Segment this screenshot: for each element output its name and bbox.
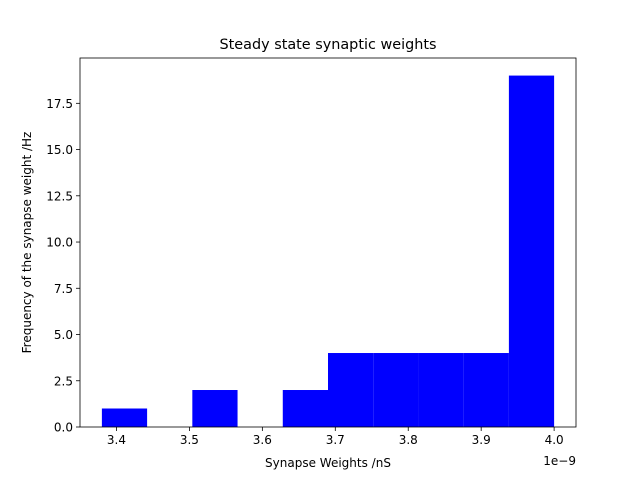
axes-frame xyxy=(79,57,577,428)
histogram-bar-6 xyxy=(328,353,374,427)
x-tick-label: 3.5 xyxy=(180,433,199,447)
y-axis-ticks: 0.0 2.5 5.0 7.5 10.0 12.5 15.0 17.5 xyxy=(46,97,80,435)
x-tick-label: 4.0 xyxy=(545,433,564,447)
x-tick-label: 3.6 xyxy=(253,433,272,447)
y-tick-label: 0.0 xyxy=(54,421,73,435)
y-tick-label: 17.5 xyxy=(46,97,73,111)
y-tick-label: 10.0 xyxy=(46,236,73,250)
bars-group xyxy=(101,75,555,428)
x-tick-label: 3.4 xyxy=(107,433,126,447)
y-tick-label: 15.0 xyxy=(46,143,73,157)
histogram-bar-3 xyxy=(192,390,238,427)
histogram-bar-9 xyxy=(463,353,509,427)
histogram-bar-8 xyxy=(418,353,464,427)
y-tick-label: 5.0 xyxy=(54,328,73,342)
y-tick-label: 12.5 xyxy=(46,189,73,203)
histogram-bar-10 xyxy=(508,75,555,428)
x-tick-label: 3.8 xyxy=(399,433,418,447)
histogram-bar-1 xyxy=(101,408,148,427)
histogram-bar-7 xyxy=(373,353,419,427)
histogram-bar-5 xyxy=(282,390,328,427)
x-tick-label: 3.7 xyxy=(326,433,345,447)
x-axis-ticks: 3.4 3.5 3.6 3.7 3.8 3.9 4.0 xyxy=(107,427,564,447)
y-axis-label: Frequency of the synapse weight /Hz xyxy=(20,132,34,354)
chart-title: Steady state synaptic weights xyxy=(220,37,437,53)
y-tick-label: 7.5 xyxy=(54,282,73,296)
y-tick-label: 2.5 xyxy=(54,374,73,388)
x-axis-offset-label: 1e−9 xyxy=(543,454,576,468)
x-axis-label: Synapse Weights /nS xyxy=(265,456,391,470)
x-tick-label: 3.9 xyxy=(472,433,491,447)
